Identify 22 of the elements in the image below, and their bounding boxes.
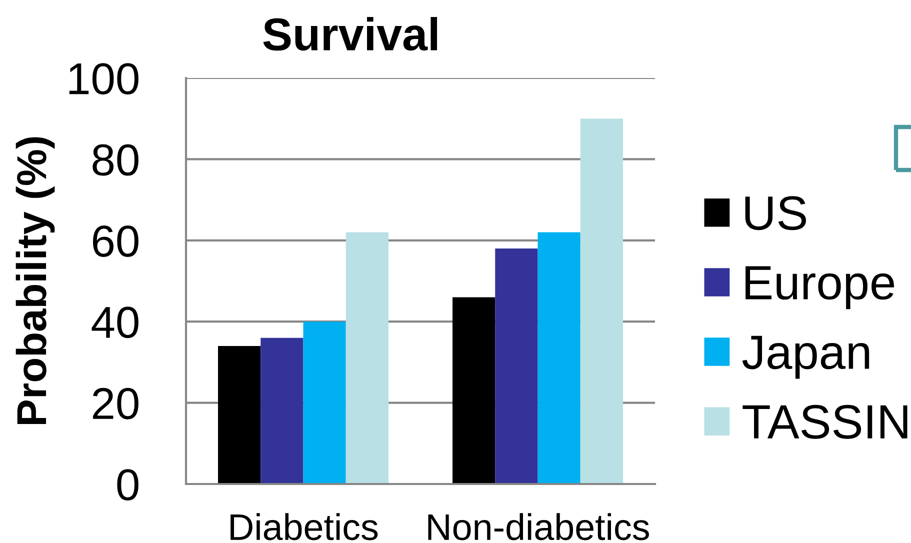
y-tick-label: 60 bbox=[92, 225, 138, 257]
x-tick-label: Non-diabetics bbox=[428, 513, 649, 540]
chart-title: Survival bbox=[263, 17, 438, 51]
y-tick-label: 40 bbox=[92, 306, 138, 338]
y-tick-label: 20 bbox=[92, 388, 138, 420]
bar bbox=[260, 338, 304, 484]
legend-label: TASSIN bbox=[742, 404, 908, 439]
legend-label: US bbox=[745, 196, 806, 230]
bar bbox=[218, 346, 261, 484]
y-tick-label: 100 bbox=[69, 63, 138, 95]
bar bbox=[452, 297, 496, 484]
x-tick-label: Diabetics bbox=[230, 513, 378, 540]
legend-label: Europe bbox=[746, 266, 894, 310]
y-axis-title: Probability (%) bbox=[16, 137, 55, 424]
y-tick-label: 0 bbox=[117, 469, 138, 501]
bar bbox=[580, 118, 623, 484]
bar bbox=[303, 322, 346, 484]
bar bbox=[346, 232, 388, 484]
y-tick-label: 80 bbox=[92, 144, 138, 176]
bar bbox=[495, 248, 538, 484]
bar bbox=[538, 232, 580, 484]
legend-label: Japan bbox=[742, 336, 870, 379]
